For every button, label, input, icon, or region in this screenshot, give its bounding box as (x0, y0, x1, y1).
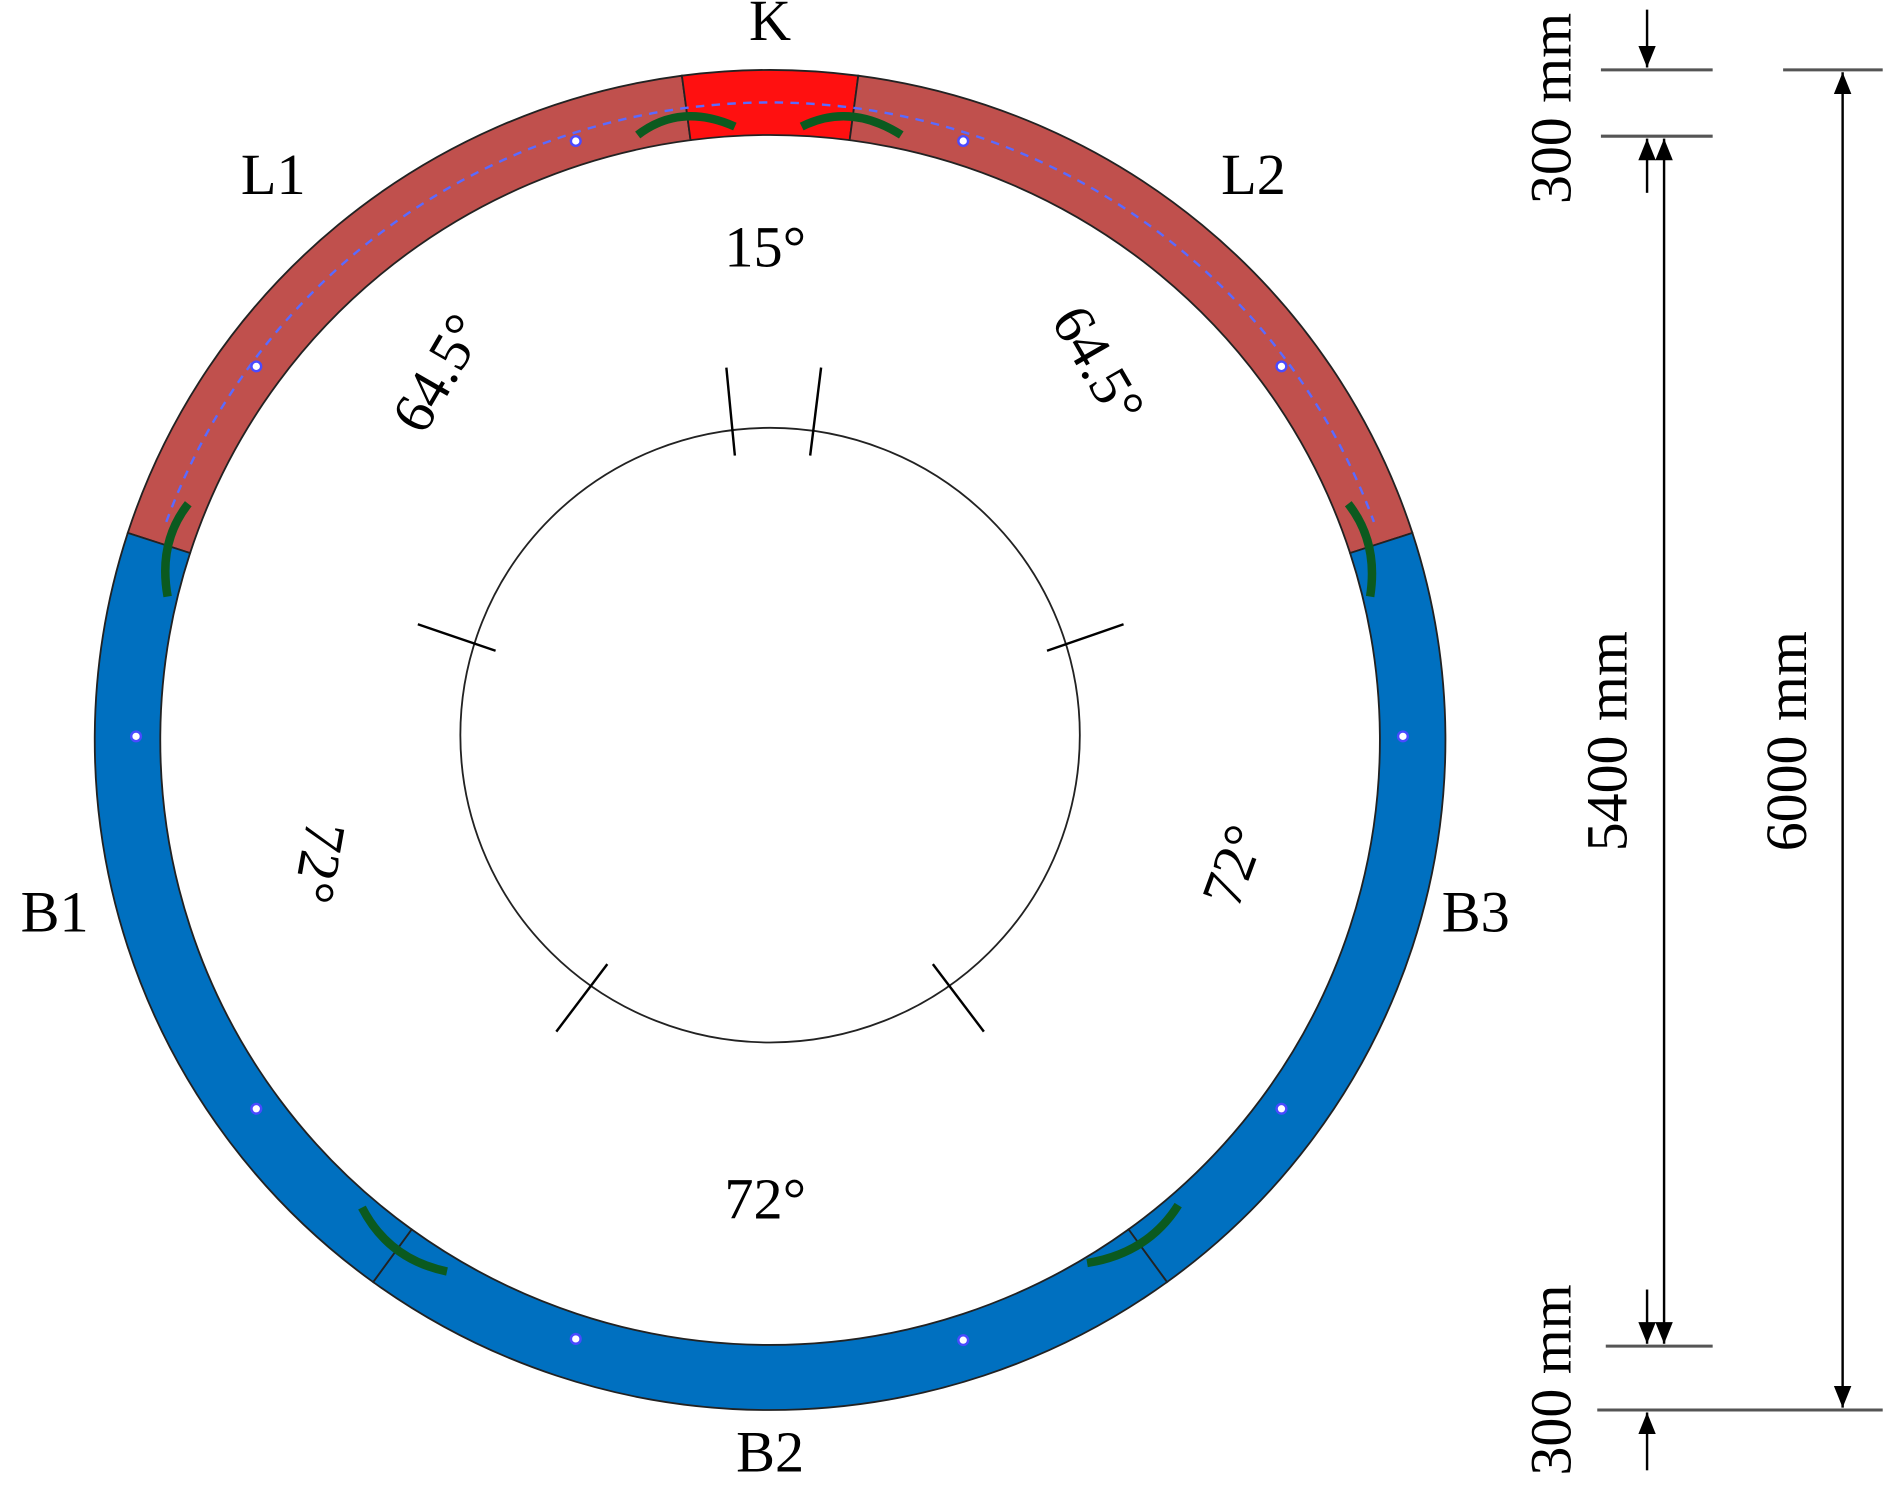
segment-k (680, 69, 860, 142)
bolt-line (165, 101, 1376, 523)
angle-label: 72° (724, 1167, 806, 1232)
bolt-holes (129, 134, 1409, 1347)
dimension-label: 300 mm (1518, 13, 1583, 204)
segment-b3 (1127, 531, 1447, 1284)
segment-label: B1 (21, 880, 89, 945)
angle-ticks (417, 367, 1124, 1033)
angle-label: 72° (280, 817, 358, 908)
angle-label: 64.5° (1039, 294, 1158, 434)
segment-label: L2 (1221, 142, 1286, 207)
angle-label: 72° (1189, 817, 1278, 915)
dimension-label: 300 mm (1518, 1284, 1583, 1475)
dimension-label: 5400 mm (1574, 631, 1639, 851)
dimension-lines (1597, 9, 1883, 1471)
segment-l2 (848, 74, 1414, 555)
segment-l1 (126, 74, 692, 555)
segment-label: B2 (736, 1420, 804, 1485)
segment-b1 (93, 531, 413, 1284)
segment-label: L1 (241, 142, 306, 207)
angle-label: 64.5° (378, 303, 497, 443)
reference-circle (459, 426, 1081, 1044)
angle-label: 15° (724, 215, 806, 280)
segment-label: K (749, 0, 791, 53)
connectors (161, 112, 1377, 1276)
segment-label: B3 (1442, 880, 1510, 945)
segment-b2 (371, 1228, 1169, 1411)
dimension-label: 6000 mm (1754, 631, 1819, 851)
